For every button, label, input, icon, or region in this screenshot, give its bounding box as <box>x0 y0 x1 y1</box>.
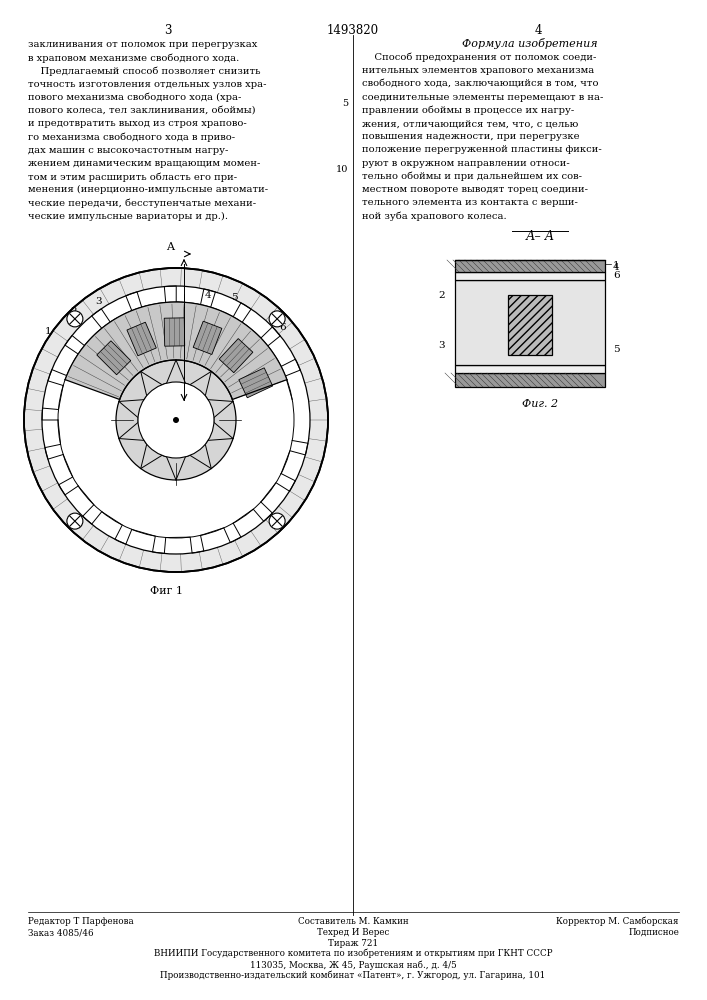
Text: 6: 6 <box>280 324 286 332</box>
Polygon shape <box>239 368 273 398</box>
Text: менения (инерционно-импульсные автомати-: менения (инерционно-импульсные автомати- <box>28 185 268 194</box>
Text: Техред И Верес: Техред И Верес <box>317 928 389 937</box>
Text: свободного хода, заключающийся в том, что: свободного хода, заключающийся в том, чт… <box>362 79 599 88</box>
Text: 4: 4 <box>205 290 211 300</box>
Text: соединительные элементы перемещают в на-: соединительные элементы перемещают в на- <box>362 93 603 102</box>
Text: положение перегруженной пластины фикси-: положение перегруженной пластины фикси- <box>362 145 602 154</box>
Text: ческие импульсные вариаторы и др.).: ческие импульсные вариаторы и др.). <box>28 212 228 221</box>
Polygon shape <box>219 339 253 373</box>
Text: Редактор Т Парфенова: Редактор Т Парфенова <box>28 917 134 926</box>
Text: 113035, Москва, Ж 45, Раушская наб., д. 4/5: 113035, Москва, Ж 45, Раушская наб., д. … <box>250 960 456 970</box>
Text: пового механизма свободного хода (хра-: пового механизма свободного хода (хра- <box>28 93 241 102</box>
Text: дах машин с высокочастотным нагру-: дах машин с высокочастотным нагру- <box>28 146 228 155</box>
Polygon shape <box>127 322 156 356</box>
Text: Составитель М. Камкин: Составитель М. Камкин <box>298 917 409 926</box>
Text: A: A <box>166 242 174 252</box>
Polygon shape <box>164 318 185 346</box>
Text: 1493820: 1493820 <box>327 24 379 37</box>
Circle shape <box>173 417 179 423</box>
Text: Способ предохранения от поломок соеди-: Способ предохранения от поломок соеди- <box>362 53 597 62</box>
Circle shape <box>116 360 236 480</box>
Text: 2: 2 <box>71 308 77 316</box>
Text: Подписное: Подписное <box>628 928 679 937</box>
Circle shape <box>138 382 214 458</box>
Bar <box>455 280 605 365</box>
Text: ВНИИПИ Государственного комитета по изобретениям и открытиям при ГКНТ СССР: ВНИИПИ Государственного комитета по изоб… <box>153 949 552 958</box>
Text: повышения надежности, при перегрузке: повышения надежности, при перегрузке <box>362 132 580 141</box>
Text: 3: 3 <box>95 298 103 306</box>
Text: 3: 3 <box>164 24 172 37</box>
Text: руют в окружном направлении относи-: руют в окружном направлении относи- <box>362 159 570 168</box>
Text: тельного элемента из контакта с верши-: тельного элемента из контакта с верши- <box>362 198 578 207</box>
Bar <box>508 295 552 355</box>
Text: A: A <box>166 408 174 418</box>
Bar <box>455 365 605 373</box>
Text: А– А: А– А <box>525 230 554 243</box>
Text: 5: 5 <box>230 294 238 302</box>
Bar <box>455 260 605 272</box>
Text: жения, отличающийся тем, что, с целью: жения, отличающийся тем, что, с целью <box>362 119 578 128</box>
Polygon shape <box>193 321 222 354</box>
Text: точность изготовления отдельных узлов хра-: точность изготовления отдельных узлов хр… <box>28 80 267 89</box>
Text: Заказ 4085/46: Заказ 4085/46 <box>28 928 93 937</box>
Text: правлении обоймы в процессе их нагру-: правлении обоймы в процессе их нагру- <box>362 106 574 115</box>
Text: том и этим расширить область его при-: том и этим расширить область его при- <box>28 172 237 182</box>
Text: тельно обоймы и при дальнейшем их сов-: тельно обоймы и при дальнейшем их сов- <box>362 172 582 181</box>
Text: пового колеса, тел заклинивания, обоймы): пового колеса, тел заклинивания, обоймы) <box>28 106 256 115</box>
Text: Корректор М. Самборская: Корректор М. Самборская <box>556 917 679 926</box>
Circle shape <box>269 311 285 327</box>
Polygon shape <box>97 341 131 375</box>
Text: заклинивания от поломок при перегрузках: заклинивания от поломок при перегрузках <box>28 40 257 49</box>
Text: 10: 10 <box>336 165 348 174</box>
Text: жением динамическим вращающим момен-: жением динамическим вращающим момен- <box>28 159 260 168</box>
Circle shape <box>24 268 328 572</box>
Text: 1: 1 <box>613 261 619 270</box>
Text: Формула изобретения: Формула изобретения <box>462 38 598 49</box>
Text: 3: 3 <box>438 340 445 350</box>
Bar <box>455 272 605 280</box>
Bar <box>455 373 605 387</box>
Text: 5: 5 <box>613 346 619 355</box>
Text: 1: 1 <box>45 328 52 336</box>
Text: 5: 5 <box>342 99 348 108</box>
Text: Тираж 721: Тираж 721 <box>328 939 378 948</box>
Text: нительных элементов храпового механизма: нительных элементов храпового механизма <box>362 66 595 75</box>
Text: и предотвратить выход из строя храпово-: и предотвратить выход из строя храпово- <box>28 119 247 128</box>
Circle shape <box>67 513 83 529</box>
Text: Предлагаемый способ позволяет снизить: Предлагаемый способ позволяет снизить <box>28 66 260 76</box>
Circle shape <box>269 513 285 529</box>
Polygon shape <box>65 302 287 399</box>
Text: ной зуба храпового колеса.: ной зуба храпового колеса. <box>362 211 507 221</box>
Circle shape <box>42 286 310 554</box>
Circle shape <box>67 311 83 327</box>
Text: ческие передачи, бесступенчатые механи-: ческие передачи, бесступенчатые механи- <box>28 198 256 208</box>
Text: Производственно-издательский комбинат «Патент», г. Ужгород, ул. Гагарина, 101: Производственно-издательский комбинат «П… <box>160 971 546 980</box>
Text: Фиг. 2: Фиг. 2 <box>522 399 558 409</box>
Text: 6: 6 <box>613 271 619 280</box>
Text: местном повороте выводят торец соедини-: местном повороте выводят торец соедини- <box>362 185 588 194</box>
Text: 4: 4 <box>534 24 542 37</box>
Text: 4: 4 <box>613 263 619 272</box>
Text: 2: 2 <box>438 290 445 300</box>
Text: Фиг 1: Фиг 1 <box>149 586 182 596</box>
Text: го механизма свободного хода в приво-: го механизма свободного хода в приво- <box>28 132 235 142</box>
Text: в храповом механизме свободного хода.: в храповом механизме свободного хода. <box>28 53 239 63</box>
